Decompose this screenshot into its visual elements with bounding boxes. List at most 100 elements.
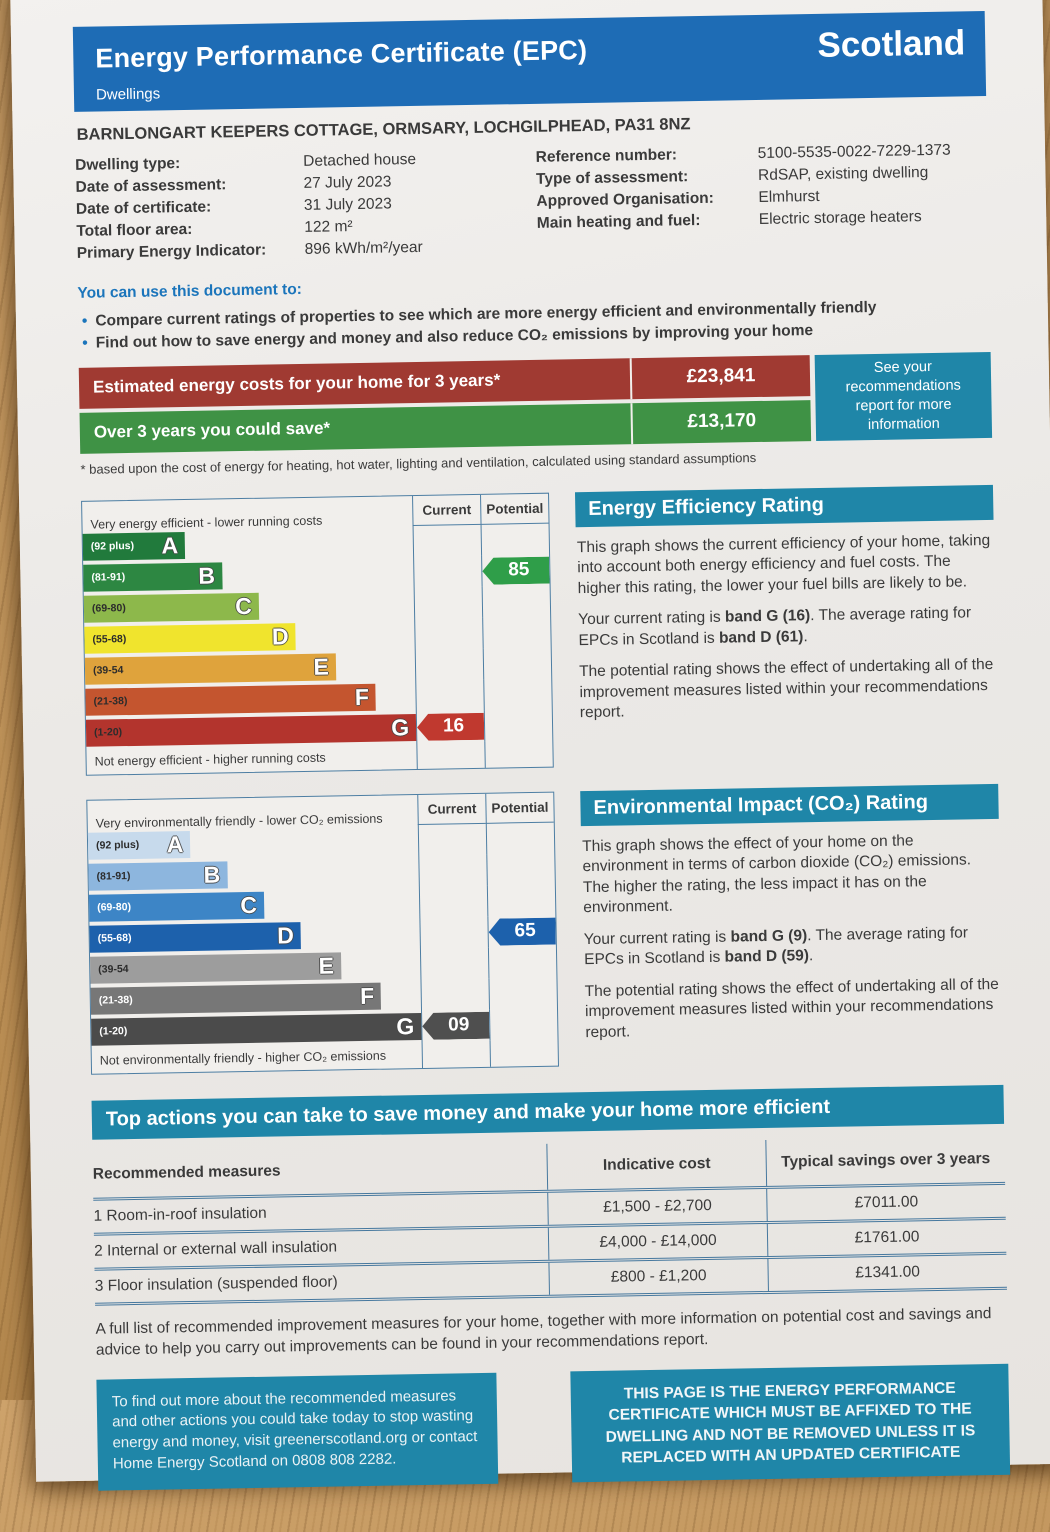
- band-letter: F: [354, 683, 370, 711]
- band-range-label: (1-20): [94, 726, 123, 740]
- band-bar-b: (81-91) B: [88, 861, 228, 891]
- current-column-cell: 16: [415, 710, 485, 743]
- band-letter: G: [396, 1013, 415, 1040]
- find-out-more-box: To find out more about the recommended m…: [96, 1372, 499, 1491]
- footer-boxes: To find out more about the recommended m…: [96, 1363, 1011, 1491]
- band-range-label: (21-38): [98, 994, 133, 1008]
- rating-paragraph: This graph shows the current efficiency …: [576, 531, 991, 598]
- potential-rating-arrow: 85: [482, 557, 549, 585]
- current-column-cell: [413, 555, 482, 588]
- detail-value: 31 July 2023: [303, 195, 392, 214]
- measure-cell: 1 Room-in-roof insulation: [93, 1204, 267, 1225]
- band-range-label: (21-38): [93, 695, 128, 709]
- current-column-header: Current: [417, 793, 486, 825]
- band-letter: C: [234, 592, 253, 620]
- current-column-cell: [419, 947, 489, 980]
- recommendations-note: See your recommendations report for more…: [814, 351, 993, 441]
- cost-row: Estimated energy costs for your home for…: [78, 355, 811, 409]
- band-bar-d: (55-68) D: [84, 623, 296, 654]
- cost-row-label: Over 3 years you could save*: [93, 418, 331, 443]
- band-bar-d: (55-68) D: [89, 922, 302, 953]
- page-content: Energy Performance Certificate (EPC) Sco…: [10, 0, 1050, 1532]
- band-letter: B: [203, 861, 221, 888]
- band-bar-b: (81-91) B: [83, 562, 223, 592]
- detail-value: RdSAP, existing dwelling: [757, 164, 929, 184]
- band-range-label: (69-80): [91, 602, 126, 616]
- detail-value: 122 m²: [304, 218, 353, 236]
- page-title: Energy Performance Certificate (EPC): [95, 34, 588, 74]
- potential-column-header: Potential: [480, 493, 549, 525]
- potential-column-cell: [485, 822, 555, 855]
- bullet-icon: •: [82, 335, 88, 353]
- measure-cell: 2 Internal or external wall insulation: [94, 1238, 338, 1260]
- band-letter: A: [161, 532, 179, 559]
- band-range-label: (81-91): [91, 571, 126, 585]
- band-bar-g: (1-20) G: [91, 1012, 422, 1046]
- band-bar-g: (1-20) G: [85, 713, 417, 747]
- band-bar-f: (21-38) F: [85, 683, 377, 716]
- rating-paragraph: Your current rating is band G (9). The a…: [583, 924, 969, 969]
- current-column-header: Current: [412, 494, 481, 526]
- usage-bullet-list: • Compare current ratings of properties t…: [78, 295, 991, 356]
- savings-column-header: Typical savings over 3 years: [765, 1135, 1006, 1186]
- top-actions-banner: Top actions you can take to save money a…: [91, 1084, 1005, 1140]
- band-letter: C: [240, 891, 258, 919]
- current-column-cell: [418, 885, 488, 918]
- current-column-cell: [415, 679, 484, 712]
- band-range-label: (39-54: [92, 664, 124, 678]
- rating-paragraph: The potential rating shows the effect of…: [584, 975, 999, 1041]
- cost-cell: £800 - £1,200: [548, 1258, 768, 1295]
- potential-column-cell: [480, 523, 550, 556]
- band-letter: A: [166, 831, 184, 858]
- property-details: Dwelling type: Detached house Date of asse…: [75, 139, 989, 265]
- current-column-cell: [419, 916, 488, 949]
- savings-cell: £1761.00: [766, 1219, 1007, 1256]
- cost-cell: £1,500 - £2,700: [547, 1188, 767, 1225]
- savings-cell: £7011.00: [766, 1184, 1006, 1221]
- band-range-label: (69-80): [97, 901, 132, 915]
- band-range-label: (55-68): [97, 932, 132, 946]
- current-column-cell: [414, 617, 483, 650]
- rating-paragraph: This graph shows the effect of your home…: [582, 832, 972, 917]
- property-address: BARNLONGART KEEPERS COTTAGE, ORMSARY, LO…: [76, 115, 691, 144]
- environmental-impact-bottom-caption: Not environmentally friendly - higher CO…: [99, 1048, 387, 1068]
- current-column-cell: [417, 823, 487, 856]
- recommended-measures-table: Recommended measures Indicative cost Typic…: [92, 1135, 1007, 1306]
- band-range-label: (1-20): [99, 1025, 128, 1039]
- potential-column-cell: 85: [481, 554, 550, 587]
- cost-cell: £4,000 - £14,000: [547, 1223, 768, 1260]
- current-rating-arrow: 16: [417, 713, 484, 741]
- band-bar-f: (21-38) F: [90, 982, 382, 1015]
- current-column-cell: [418, 854, 487, 887]
- band-bar-c: (69-80) C: [88, 891, 265, 922]
- energy-efficiency-panel: Energy Efficiency Rating This graph shows…: [574, 484, 998, 767]
- property-details-right: Reference number: 5100-5535-0022-7229-137…: [536, 139, 989, 257]
- potential-column-header: Potential: [485, 792, 554, 824]
- improvements-note: A full list of recommended improvement m…: [95, 1305, 992, 1359]
- potential-column-cell: [482, 647, 552, 680]
- band-range-label: (81-91): [96, 870, 131, 884]
- environmental-impact-chart: Very environmentally friendly - lower CO…: [86, 791, 560, 1075]
- band-letter: F: [359, 982, 375, 1009]
- rating-paragraph: The potential rating shows the effect of…: [578, 656, 994, 722]
- band-bar-c: (69-80) C: [83, 592, 260, 623]
- potential-column-cell: 65: [487, 915, 556, 948]
- header-bar: Energy Performance Certificate (EPC) Sco…: [72, 10, 987, 112]
- potential-column-cell: [483, 709, 553, 742]
- measures-column-header: Recommended measures: [92, 1162, 281, 1183]
- detail-value: Detached house: [303, 150, 417, 170]
- detail-value: Electric storage heaters: [758, 208, 922, 228]
- band-letter: B: [198, 562, 216, 589]
- detail-label: Primary Energy Indicator:: [76, 241, 267, 262]
- cost-row: Over 3 years you could save* £13,170: [79, 400, 812, 454]
- environmental-impact-title: Environmental Impact (CO₂) Rating: [580, 783, 999, 827]
- current-column-cell: 09: [421, 1009, 490, 1042]
- detail-label: Main heating and fuel:: [536, 211, 701, 232]
- certificate-notice-box: THIS PAGE IS THE ENERGY PERFORMANCE CERT…: [570, 1363, 1011, 1483]
- cost-row-value: £23,841: [629, 355, 811, 400]
- potential-column-cell: [486, 884, 556, 917]
- potential-column-cell: [481, 585, 551, 618]
- band-letter: D: [277, 922, 295, 949]
- band-range-label: (92 plus): [90, 540, 135, 554]
- energy-efficiency-bottom-caption: Not energy efficient - higher running co…: [94, 750, 326, 769]
